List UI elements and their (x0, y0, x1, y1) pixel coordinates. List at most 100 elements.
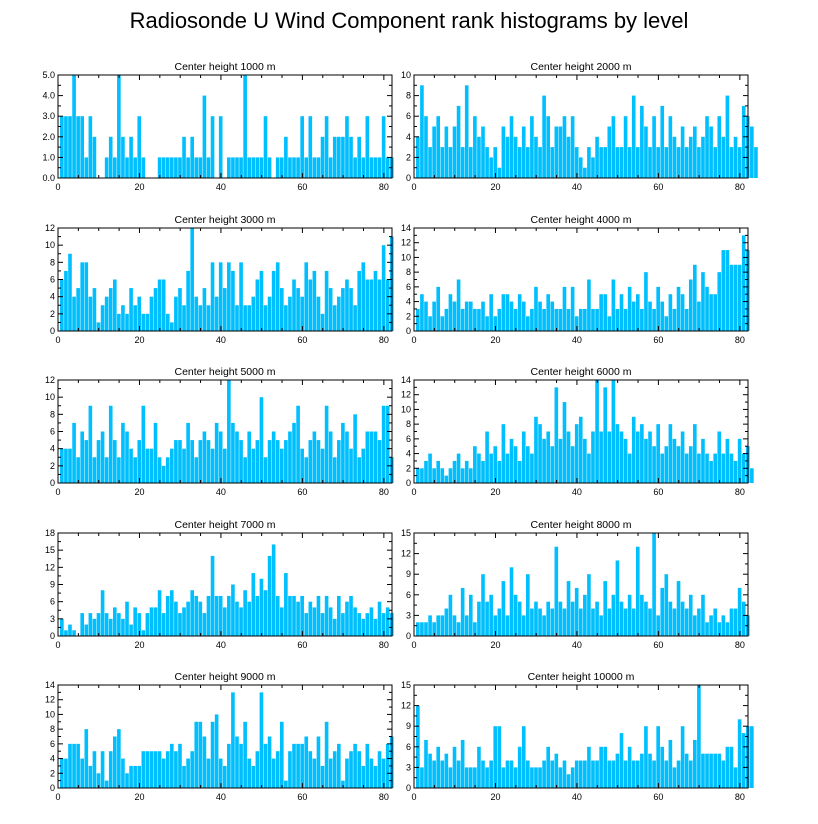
histogram-bar (210, 555, 215, 636)
histogram-bar (668, 601, 673, 636)
histogram-bar (721, 760, 726, 788)
histogram-bar (174, 157, 178, 178)
x-tick-label: 40 (216, 640, 226, 650)
histogram-bar (121, 422, 125, 483)
histogram-bar (725, 95, 730, 178)
histogram-bar (349, 448, 353, 483)
histogram-bar (284, 573, 288, 636)
histogram-bar (729, 608, 734, 636)
histogram-bar (377, 751, 382, 788)
histogram-bar (737, 264, 742, 331)
histogram-bar (656, 147, 660, 178)
histogram-bar (104, 780, 109, 788)
histogram-bar (125, 157, 129, 178)
histogram-bar (357, 613, 361, 636)
histogram-bar (222, 765, 227, 788)
histogram-bar (381, 245, 386, 331)
histogram-bar (84, 624, 89, 636)
histogram-bar (345, 601, 349, 636)
y-tick-label: 3 (406, 762, 411, 772)
histogram-bar (444, 308, 449, 331)
y-tick-label: 2 (50, 768, 55, 778)
histogram-bar (721, 615, 726, 636)
x-tick-label: 80 (735, 335, 745, 345)
y-tick-label: 15 (401, 680, 411, 690)
histogram-bar (562, 116, 567, 178)
histogram-bar (361, 448, 366, 483)
histogram-bar (464, 460, 469, 483)
histogram-bar (182, 607, 186, 636)
histogram-bar (574, 587, 579, 636)
histogram-bar (239, 607, 243, 636)
histogram-bar (60, 618, 64, 636)
histogram-bar (660, 587, 665, 636)
histogram-bar (161, 613, 166, 636)
histogram-bar (324, 116, 329, 178)
histogram-bar (125, 601, 129, 636)
histogram-bar (619, 733, 624, 788)
histogram-bar (648, 753, 652, 788)
panel-title: Center height 4000 m (531, 214, 632, 226)
y-tick-label: 4 (50, 292, 55, 302)
histogram-bar (202, 736, 207, 788)
histogram-bar (96, 613, 101, 636)
histogram-bar (279, 157, 284, 178)
histogram-bar (578, 608, 583, 636)
histogram-bar (546, 746, 550, 788)
histogram-bar (538, 608, 542, 636)
histogram-bar (587, 279, 591, 331)
histogram-bar (108, 405, 113, 483)
panel-title: Center height 8000 m (531, 519, 632, 531)
histogram-bar (292, 279, 296, 331)
histogram-bar (243, 721, 247, 788)
histogram-bar (452, 615, 457, 636)
histogram-bar (530, 453, 534, 483)
histogram-bar (328, 758, 333, 788)
histogram-bar (170, 322, 174, 331)
histogram-bar (460, 308, 465, 331)
histogram-bar (623, 308, 628, 331)
histogram-bar (320, 136, 325, 178)
histogram-bar (68, 743, 72, 788)
y-tick-label: 9 (406, 569, 411, 579)
histogram-bar (493, 446, 498, 483)
histogram-bar (477, 746, 481, 788)
histogram-bar (684, 753, 689, 788)
histogram-bar (194, 721, 199, 788)
histogram-bar (676, 581, 681, 636)
histogram-bar (660, 746, 665, 788)
histogram-bar (721, 453, 726, 483)
histogram-bar (186, 157, 190, 178)
x-tick-label: 80 (735, 640, 745, 650)
histogram-bar (428, 147, 432, 178)
y-tick-label: 0 (406, 173, 411, 183)
histogram-bar (206, 440, 211, 483)
y-tick-label: 0 (50, 326, 55, 336)
histogram-bar (521, 615, 526, 636)
histogram-bar (505, 760, 510, 788)
histogram-bar (652, 760, 656, 788)
histogram-bar (92, 618, 97, 636)
histogram-bar (157, 751, 162, 788)
histogram-bar (263, 457, 268, 483)
histogram-bar (275, 595, 280, 636)
histogram-bar (88, 116, 93, 178)
x-tick-label: 20 (134, 640, 144, 650)
histogram-bar (521, 126, 526, 178)
histogram-bar (194, 157, 199, 178)
histogram-bar (267, 296, 272, 331)
histogram-bar (182, 448, 186, 483)
x-tick-label: 20 (134, 182, 144, 192)
histogram-bar (464, 85, 469, 178)
histogram-bar (312, 607, 317, 636)
histogram-bar (84, 157, 89, 178)
y-tick-label: 10 (401, 252, 411, 262)
histogram-bar (526, 147, 530, 178)
histogram-bar (210, 262, 215, 331)
histogram-bar (420, 767, 424, 788)
histogram-bar (473, 767, 477, 788)
y-tick-label: 14 (401, 223, 411, 233)
histogram-panel: Center height 10000 m 0 20 40 60 80 0 3 6 9 12 15 (401, 671, 754, 802)
histogram-bar (676, 446, 681, 483)
histogram-bar (328, 288, 333, 331)
